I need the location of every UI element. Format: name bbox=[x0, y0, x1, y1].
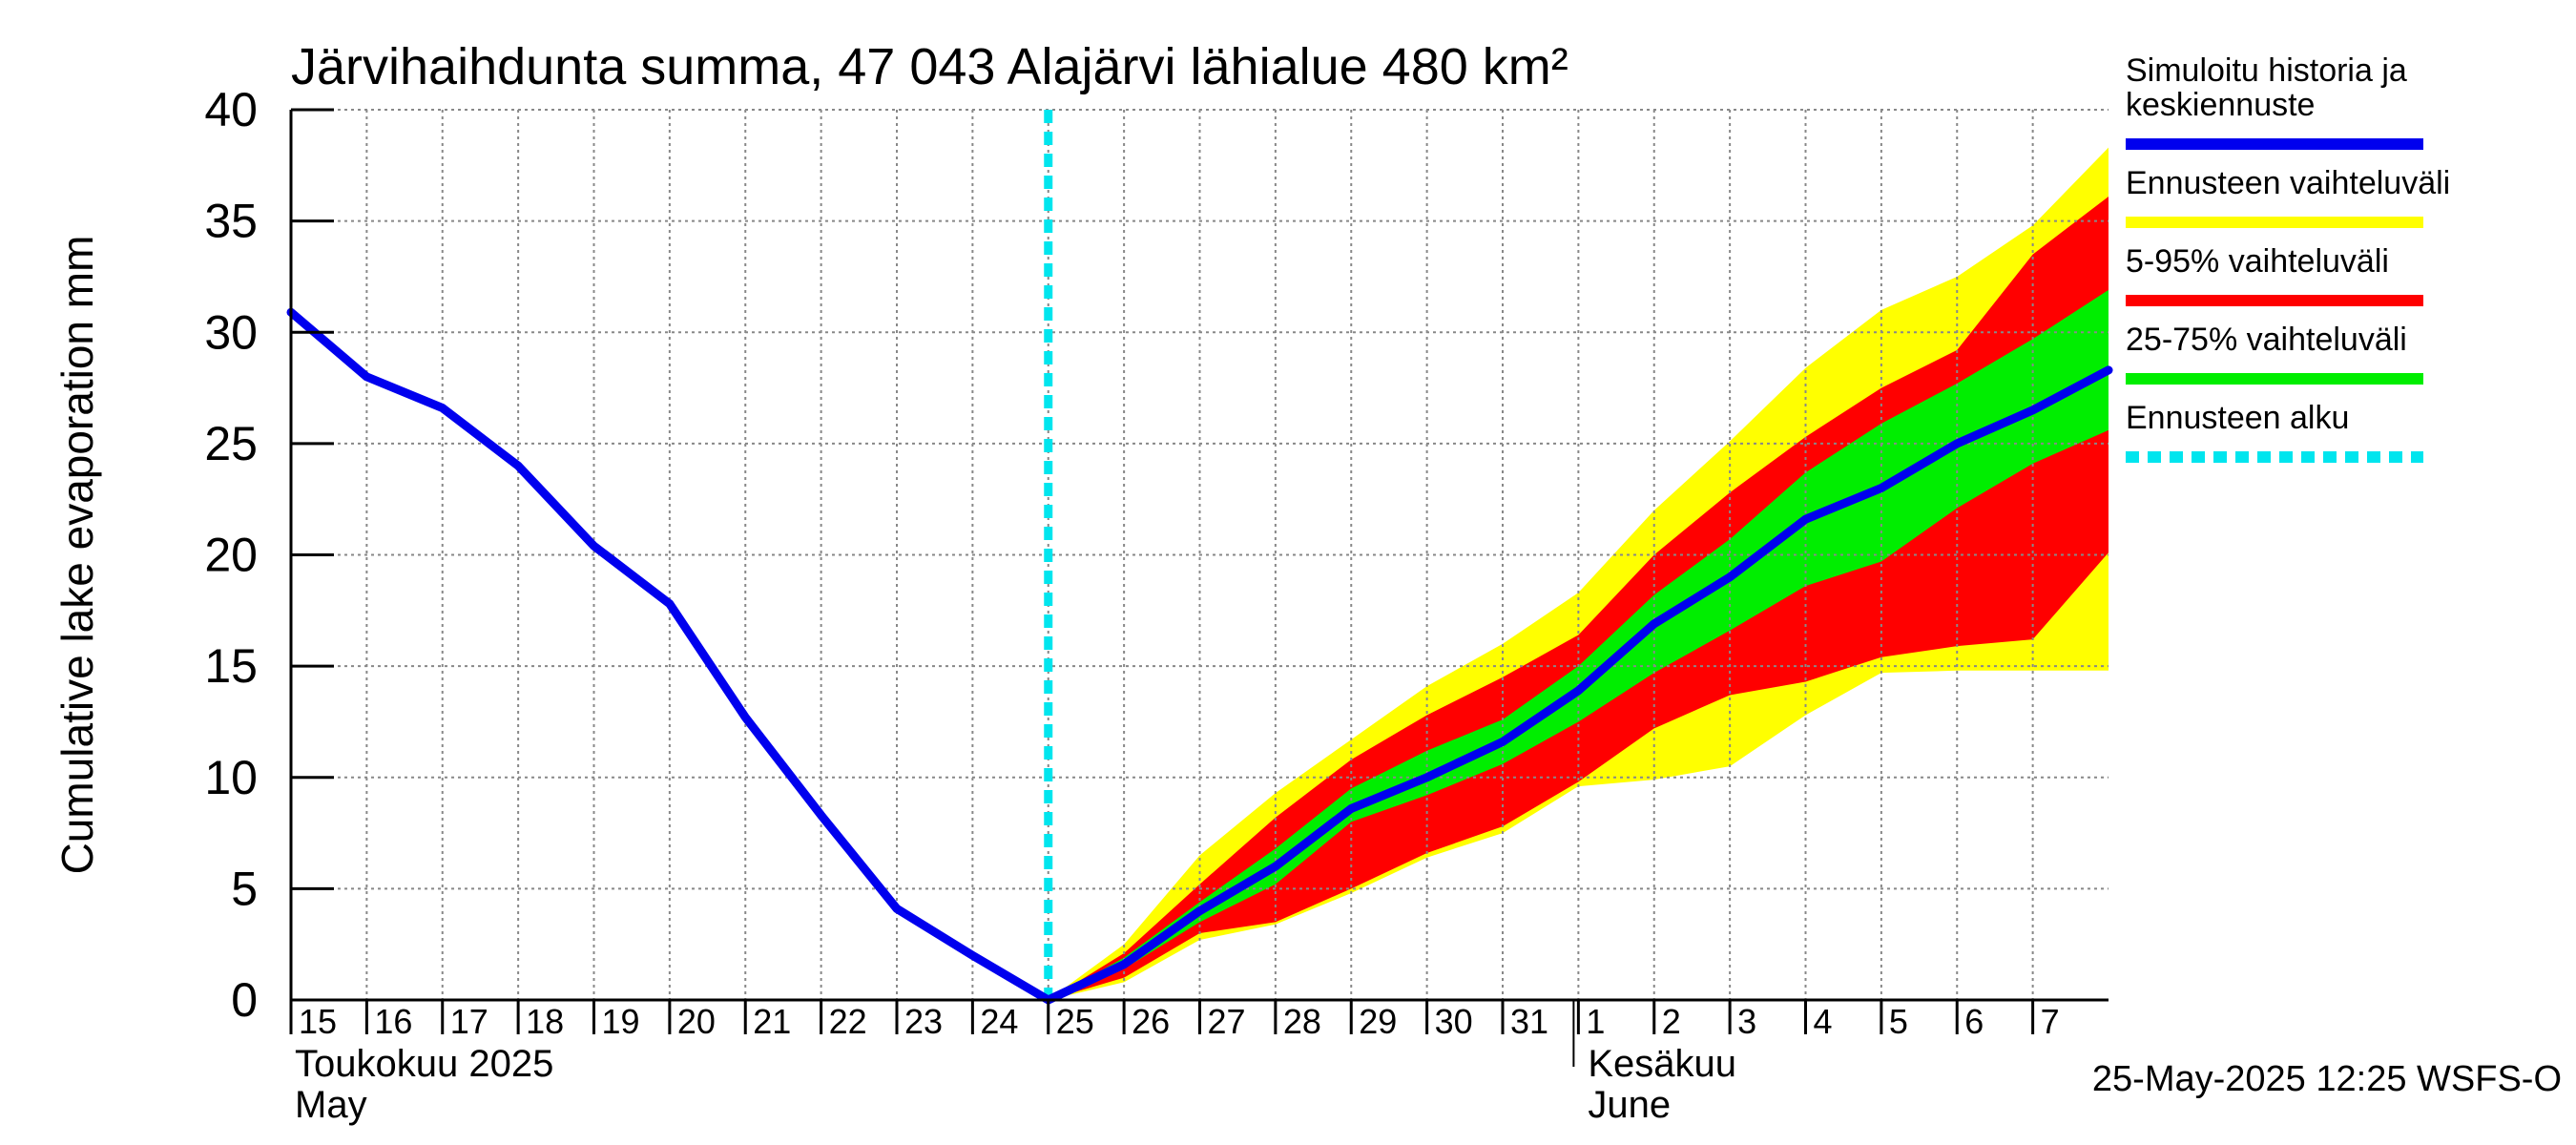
legend-label-0-1: keskiennuste bbox=[2126, 87, 2315, 123]
y-tick-label-15: 15 bbox=[204, 639, 258, 693]
x-tick-label-26: 26 bbox=[1132, 1002, 1170, 1041]
x-tick-label-17: 17 bbox=[450, 1002, 488, 1041]
x-tick-label-19: 19 bbox=[602, 1002, 640, 1041]
x-tick-label-33: 2 bbox=[1662, 1002, 1681, 1041]
legend-entry-3: 25-75% vaihteluväli bbox=[2126, 322, 2423, 385]
y-axis-label: Cumulative lake evaporation mm bbox=[52, 236, 102, 875]
legend-label-3-0: 25-75% vaihteluväli bbox=[2126, 322, 2407, 358]
x-tick-label-27: 27 bbox=[1208, 1002, 1246, 1041]
band-0 bbox=[1048, 147, 2109, 1001]
x-tick-label-23: 23 bbox=[904, 1002, 943, 1041]
month-label-0-line1: Toukokuu 2025 bbox=[295, 1043, 553, 1085]
legend-entry-4: Ennusteen alku bbox=[2126, 400, 2423, 463]
x-tick-label-24: 24 bbox=[980, 1002, 1018, 1041]
band-1 bbox=[1048, 196, 2109, 1000]
grid-lines bbox=[291, 109, 2109, 1000]
month-label-1-line1: Kesäkuu bbox=[1588, 1043, 1736, 1085]
y-tick-labels: 0 5 10 15 20 25 30 35 40 bbox=[204, 83, 258, 1027]
legend-label-1-0: Ennusteen vaihteluväli bbox=[2126, 165, 2450, 201]
series-lines bbox=[286, 110, 2113, 1005]
y-tick-label-25: 25 bbox=[204, 417, 258, 470]
x-tick-label-15: 15 bbox=[299, 1002, 337, 1041]
forecast-bands bbox=[1048, 147, 2109, 1001]
month-label-0-line2: May bbox=[295, 1084, 367, 1126]
x-tick-label-25: 25 bbox=[1056, 1002, 1094, 1041]
x-tick-label-20: 20 bbox=[677, 1002, 716, 1041]
x-tick-label-35: 4 bbox=[1814, 1002, 1833, 1041]
band-2 bbox=[1048, 289, 2109, 1000]
x-tick-label-28: 28 bbox=[1283, 1002, 1321, 1041]
y-tick-label-30: 30 bbox=[204, 305, 258, 359]
y-tick-label-20: 20 bbox=[204, 529, 258, 582]
x-tick-label-38: 7 bbox=[2041, 1002, 2060, 1041]
x-tick-label-16: 16 bbox=[374, 1002, 412, 1041]
legend-label-0-0: Simuloitu historia ja bbox=[2126, 52, 2407, 89]
x-tick-label-36: 5 bbox=[1889, 1002, 1908, 1041]
y-tick-label-10: 10 bbox=[204, 751, 258, 804]
y-tick-label-35: 35 bbox=[204, 195, 258, 248]
series-line-0 bbox=[286, 307, 2113, 1005]
legend-label-2-0: 5-95% vaihteluväli bbox=[2126, 243, 2389, 280]
chart-title: Järvihaihdunta summa, 47 043 Alajärvi lä… bbox=[291, 38, 1568, 95]
legend-entry-1: Ennusteen vaihteluväli bbox=[2126, 165, 2450, 228]
x-tick-label-29: 29 bbox=[1359, 1002, 1397, 1041]
x-tick-label-21: 21 bbox=[753, 1002, 791, 1041]
y-tick-label-5: 5 bbox=[231, 862, 258, 915]
x-tick-label-34: 3 bbox=[1737, 1002, 1756, 1041]
footer-timestamp: 25-May-2025 12:25 WSFS-O bbox=[2092, 1059, 2562, 1099]
legend-entry-2: 5-95% vaihteluväli bbox=[2126, 243, 2423, 306]
x-tick-label-22: 22 bbox=[829, 1002, 867, 1041]
y-tick-label-40: 40 bbox=[204, 83, 258, 136]
y-tick-label-0: 0 bbox=[231, 973, 258, 1027]
legend-label-4-0: Ennusteen alku bbox=[2126, 400, 2349, 436]
month-label-1-line2: June bbox=[1588, 1084, 1671, 1126]
x-tick-label-18: 18 bbox=[526, 1002, 564, 1041]
x-tick-label-32: 1 bbox=[1586, 1002, 1605, 1041]
x-tick-labels: 15 16 17 18 19 20 21 22 23 24 25 26 27 28 29 30 31 1 2 3 4 5 6… bbox=[299, 1002, 2060, 1041]
x-tick-label-30: 30 bbox=[1435, 1002, 1473, 1041]
axes bbox=[289, 108, 2109, 1067]
x-tick-label-37: 6 bbox=[1964, 1002, 1984, 1041]
x-tick-label-31: 31 bbox=[1510, 1002, 1548, 1041]
